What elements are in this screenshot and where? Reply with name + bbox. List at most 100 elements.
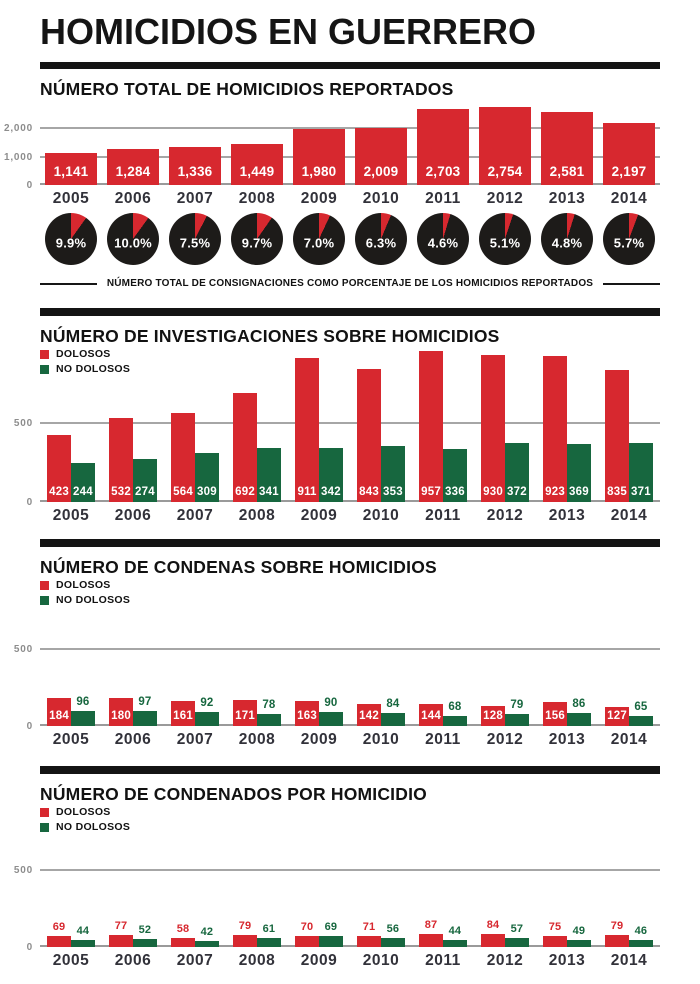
legend-item-dolosos: DOLOSOS (40, 579, 130, 591)
bar-value-label: 369 (569, 486, 589, 498)
bar-no-dolosos-2009: 69 (319, 921, 343, 947)
pie-column: 7.5% (164, 213, 226, 265)
bar-no-dolosos-2005: 244 (71, 463, 95, 502)
bar-value-label: 42 (200, 925, 214, 938)
bar-value-label: 49 (572, 924, 586, 937)
x-axis-label-2011: 2011 (425, 507, 461, 524)
x-axis-labels: 2005 2006 2007 2008 2009 2010 2011 2012 2013 2014 (40, 952, 660, 970)
bar-value-label: 97 (138, 696, 152, 709)
bar-value-label: 372 (507, 486, 527, 498)
x-axis-label-2005: 2005 (52, 952, 90, 969)
x-axis-label-2007: 2007 (176, 731, 214, 748)
bar-value-label: 2,754 (487, 164, 523, 179)
legend-item-no-dolosos: NO DOLOSOS (40, 821, 130, 833)
bar-no-dolosos-2009: 90 (319, 697, 343, 726)
bar-no-dolosos-2006: 97 (133, 696, 157, 726)
dolosos-swatch-icon (40, 580, 49, 590)
y-axis-tick-label: 500 (13, 417, 33, 429)
pie-column: 6.3% (350, 213, 412, 265)
year-column: 1,336 (164, 103, 226, 185)
bar-value-label: 423 (49, 486, 69, 498)
year-column: 79 61 (226, 855, 288, 947)
x-axis-label-2008: 2008 (238, 952, 276, 969)
pie-2006: 10.0% (107, 213, 159, 265)
bar-dolosos-2013: 156 (543, 702, 567, 726)
year-column: 1,980 (288, 103, 350, 185)
pie-column: 4.6% (412, 213, 474, 265)
bar-value-label: 90 (324, 697, 338, 710)
bar-no-dolosos-2010: 56 (381, 923, 405, 947)
bar-value-label: 79 (510, 698, 524, 711)
y-axis-tick-label: 500 (13, 644, 33, 656)
legend-label: NO DOLOSOS (56, 363, 131, 375)
legend-item-no-dolosos: NO DOLOSOS (40, 594, 130, 606)
section-heading: NÚMERO DE CONDENADOS POR HOMICIDIO (40, 784, 427, 804)
bar-dolosos-2014: 835 (605, 369, 629, 502)
bar-value-label: 1,980 (301, 164, 337, 179)
pie-caption: NÚMERO TOTAL DE CONSIGNACIONES COMO PORC… (40, 278, 661, 289)
section-heading: NÚMERO DE CONDENAS SOBRE HOMICIDIOS (40, 557, 437, 577)
bar-dolosos-2011: 144 (419, 703, 443, 726)
no-dolosos-swatch-icon (40, 595, 49, 605)
year-column: 69 44 (40, 855, 102, 947)
year-column: 180 97 (102, 634, 164, 726)
year-column: 2,009 (350, 103, 412, 185)
bar-value-label: 71 (362, 921, 376, 934)
year-column: 77 52 (102, 855, 164, 947)
y-axis-tick-label: 0 (26, 497, 33, 508)
legend-label: DOLOSOS (56, 579, 111, 591)
year-column: 930 372 (474, 347, 536, 502)
bar-total-2007: 1,336 (168, 147, 222, 185)
bar-value-label: 127 (607, 710, 627, 722)
bar-no-dolosos-2007: 309 (195, 453, 219, 502)
bar-value-label: 1,284 (115, 164, 151, 179)
bar-dolosos-2008: 171 (233, 699, 257, 726)
bar-dolosos-2012: 128 (481, 706, 505, 726)
bar-chart-homicidios-reportados: 0 1,000 2,000 1,141 1,284 1,336 1,449 1,980 2,00… (4, 103, 660, 208)
bar-no-dolosos-2009: 342 (319, 447, 343, 502)
bar-value-label: 2,703 (425, 164, 461, 179)
bar-dolosos-2010: 71 (357, 921, 381, 947)
bar-no-dolosos-2010: 353 (381, 446, 405, 502)
year-column: 1,141 (40, 103, 102, 185)
x-axis-label-2006: 2006 (114, 952, 152, 969)
pie-row-consignaciones: 9.9% 10.0% 7.5% 9.7% 7.0% 6.3% 4.6% 5.1% 4.8% 5.7… (40, 213, 660, 265)
bar-value-label: 2,581 (549, 164, 585, 179)
y-axis-tick-label: 0 (26, 180, 33, 191)
x-axis-label-2012: 2012 (486, 190, 524, 207)
chart-legend: DOLOSOS NO DOLOSOS (40, 579, 130, 609)
x-axis-label-2010: 2010 (362, 507, 400, 524)
x-axis-labels: 2005 2006 2007 2008 2009 2010 2011 2012 2013 2014 (40, 190, 660, 208)
x-axis-label-2011: 2011 (425, 731, 461, 748)
year-column: 2,197 (598, 103, 660, 185)
bar-dolosos-2014: 127 (605, 706, 629, 726)
x-axis-labels: 2005 2006 2007 2008 2009 2010 2011 2012 2013 2014 (40, 731, 660, 749)
no-dolosos-swatch-icon (40, 822, 49, 832)
y-axis-tick-label: 2,000 (3, 123, 33, 135)
bar-no-dolosos-2006: 52 (133, 924, 157, 947)
pie-percentage-label: 4.8% (551, 235, 583, 251)
bar-value-label: 65 (634, 701, 648, 714)
bar-value-label: 564 (173, 486, 193, 498)
year-column: 2,754 (474, 103, 536, 185)
pie-percentage-label: 4.6% (427, 235, 459, 251)
x-axis-label-2005: 2005 (52, 507, 90, 524)
chart-legend: DOLOSOS NO DOLOSOS (40, 806, 130, 836)
gridline (40, 127, 660, 130)
x-axis-label-2011: 2011 (425, 952, 461, 969)
gridline (40, 945, 660, 947)
year-column: 423 244 (40, 347, 102, 502)
pie-percentage-label: 5.7% (613, 235, 645, 251)
bar-no-dolosos-2013: 86 (567, 698, 591, 726)
legend-label: DOLOSOS (56, 348, 111, 360)
bar-value-label: 342 (321, 486, 341, 498)
bar-dolosos-2011: 957 (419, 350, 443, 502)
x-axis-label-2006: 2006 (114, 731, 152, 748)
bar-value-label: 156 (545, 710, 565, 722)
bar-value-label: 68 (448, 700, 462, 713)
bar-value-label: 44 (448, 925, 462, 938)
pie-percentage-label: 5.1% (489, 235, 521, 251)
gridline (40, 421, 660, 424)
bar-value-label: 142 (359, 710, 379, 722)
